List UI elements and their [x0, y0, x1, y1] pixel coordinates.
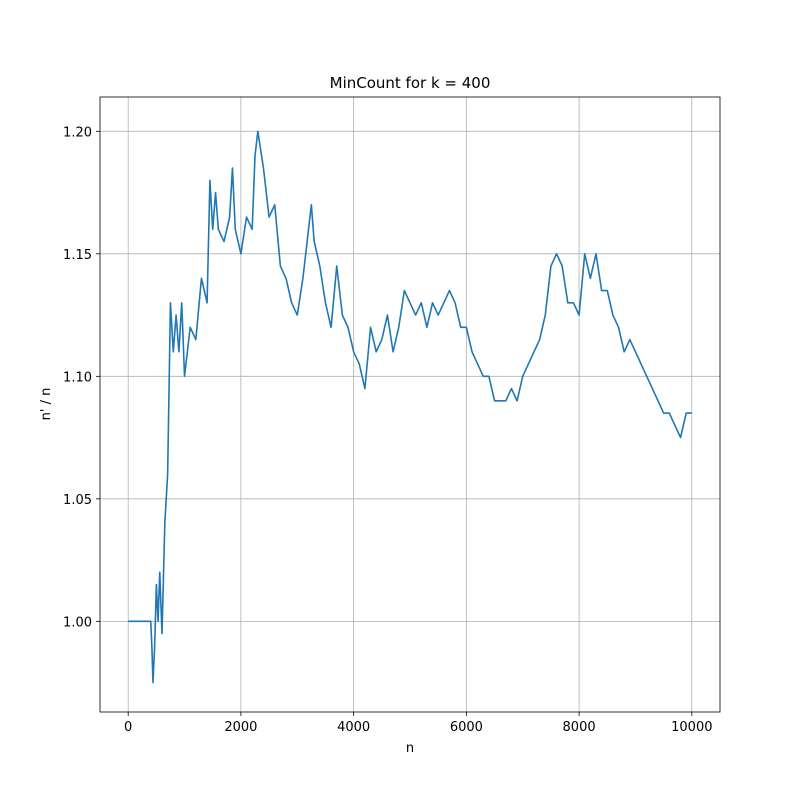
y-axis-label: n' / n	[39, 388, 54, 421]
x-tick-label: 8000	[563, 720, 596, 735]
data-line	[128, 130, 692, 684]
x-tick-label: 6000	[450, 720, 483, 735]
y-tick-label: 1.15	[63, 248, 92, 263]
y-tick-label: 1.05	[63, 493, 92, 508]
x-tick-label: 2000	[224, 720, 257, 735]
x-tick-label: 4000	[337, 720, 370, 735]
y-tick-label: 1.20	[63, 125, 92, 140]
x-tick-label: 0	[124, 720, 132, 735]
x-tick-label: 10000	[671, 720, 712, 735]
y-tick-label: 1.10	[63, 370, 92, 385]
chart-title: MinCount for k = 400	[330, 74, 491, 92]
y-tick-label: 1.00	[63, 615, 92, 630]
x-axis-label: n	[406, 741, 414, 756]
plot-frame	[99, 96, 721, 713]
